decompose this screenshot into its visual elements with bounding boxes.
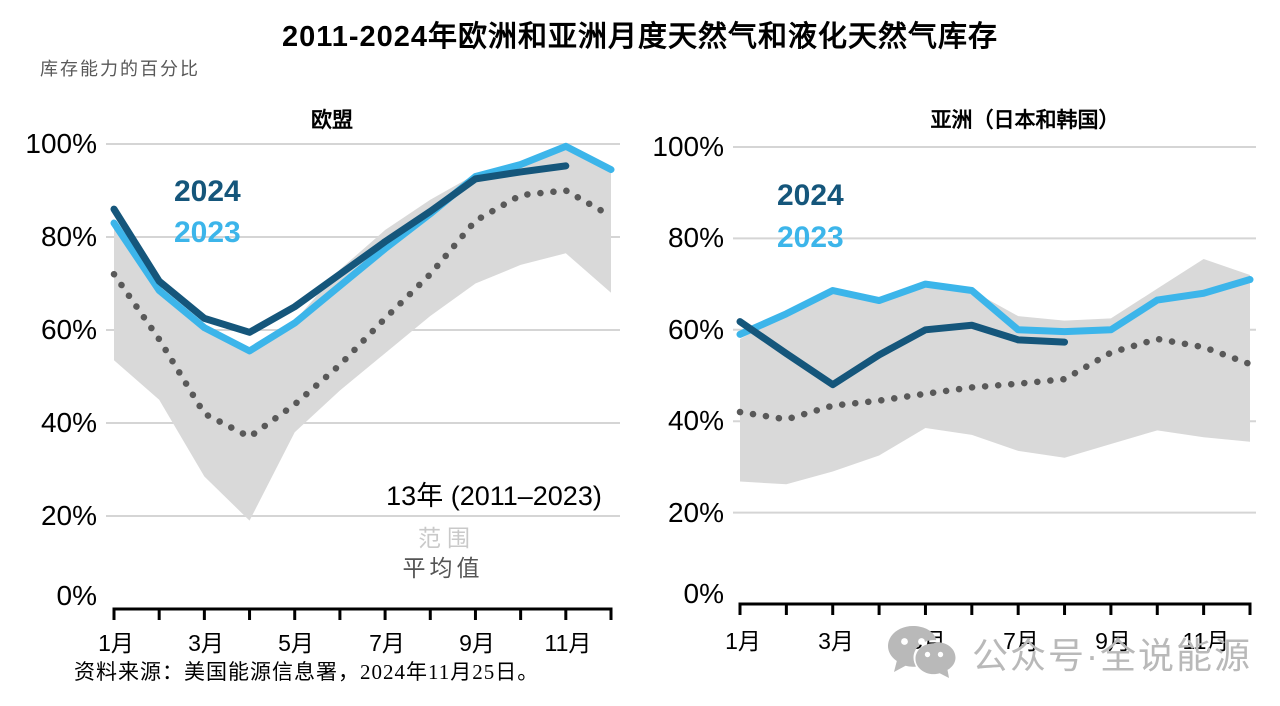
xtick-asia-mar: 3月 [818,628,854,654]
ytick-eu-100: 100% [25,128,97,159]
annotation-average-label: 平均值 [402,556,484,581]
watermark-text: 公众号·全说能源 [972,635,1252,676]
ytick-asia-100: 100% [652,131,724,162]
source-note: 资料来源：美国能源信息署，2024年11月25日。 [74,660,540,684]
legend-2023-asia: 2023 [777,221,844,254]
xtick-eu-jan: 1月 [98,630,134,656]
ytick-asia-60: 60% [667,314,724,345]
xtick-asia-sep: 9月 [1095,628,1131,654]
ytick-eu-0: 0% [56,580,97,611]
ytick-eu-80: 80% [40,221,97,252]
page-title: 2011-2024年欧洲和亚洲月度天然气和液化天然气库存 [281,21,999,53]
y-axis-unit-label: 库存能力的百分比 [40,59,200,79]
ytick-asia-0: 0% [683,578,724,609]
ytick-eu-40: 40% [40,407,97,438]
xtick-asia-jan: 1月 [725,628,761,654]
xtick-eu-jul: 7月 [369,630,405,656]
legend-2024-eu: 2024 [174,175,241,208]
xtick-asia-jul: 7月 [1003,628,1039,654]
xtick-eu-may: 5月 [278,630,314,656]
average-line [736,335,1254,423]
annotation-range-label: 范围 [418,525,476,551]
line-2024 [110,162,570,336]
xtick-eu-sep: 9月 [459,630,495,656]
legend-2024-asia: 2024 [777,179,844,212]
xtick-asia-nov: 11月 [1182,628,1230,654]
xtick-eu-nov: 11月 [544,630,592,656]
line-2024 [736,318,1069,389]
ytick-asia-80: 80% [667,222,724,253]
xtick-eu-mar: 3月 [188,630,224,656]
range-band [114,146,611,521]
annotation-range-title: 13年 (2011–2023) [386,481,602,511]
chart-title-eu: 欧盟 [311,109,353,132]
ytick-eu-20: 20% [40,500,97,531]
ytick-asia-40: 40% [667,405,724,436]
watermark: 公众号·全说能源 [886,624,1252,682]
line-2023 [110,142,615,355]
ytick-eu-60: 60% [40,314,97,345]
average-line [110,187,615,441]
ytick-asia-20: 20% [667,497,724,528]
chart-eu [106,142,620,620]
wechat-icon [888,626,956,678]
chart-asia [733,146,1256,615]
chart-title-asia: 亚洲（日本和韩国） [930,109,1120,132]
line-2023 [736,276,1254,338]
legend-2023-eu: 2023 [174,216,241,249]
range-band [740,258,1250,485]
